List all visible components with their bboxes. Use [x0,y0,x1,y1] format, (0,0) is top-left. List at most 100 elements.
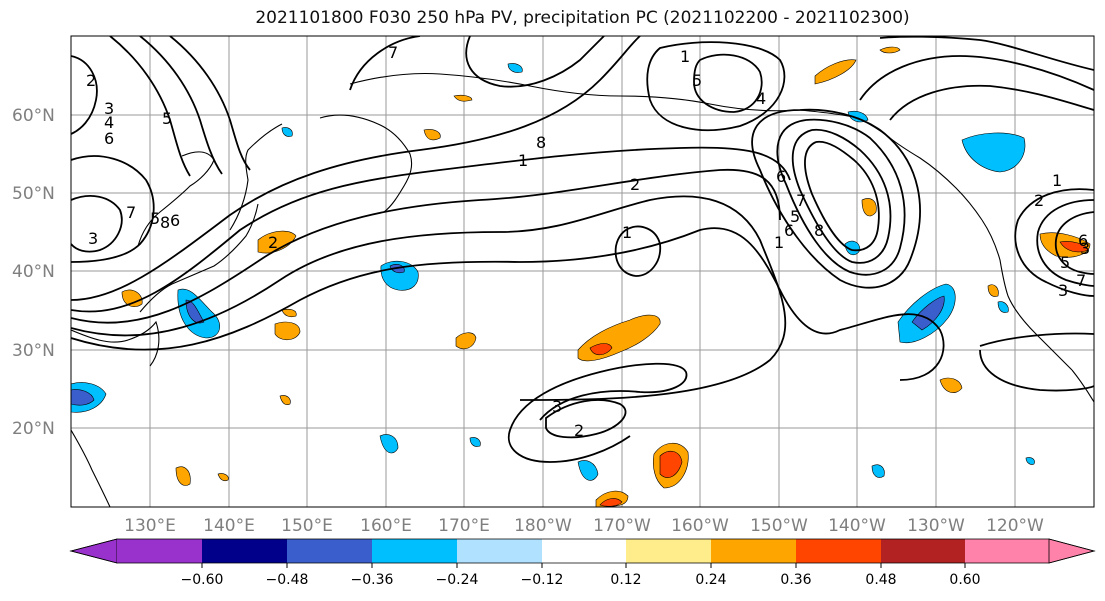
colorbar-tick-label: 0.24 [695,572,726,588]
colorbar-swatch [965,539,1049,563]
precip-blob-pos [861,198,877,217]
colorbar-tick-label: −0.36 [351,572,394,588]
contour-label: 7 [796,191,806,210]
contour-label: 5 [162,109,172,128]
contour-label: 7 [1076,271,1086,290]
contour-label: 3 [1080,239,1090,258]
colorbar-swatch [711,539,796,563]
precip-blob-neg [997,301,1009,313]
precip-blob-pos [175,466,191,486]
contour-label: 3 [552,397,562,416]
precip-blob-neg [961,132,1026,173]
colorbar-tick-label: 0.12 [610,572,641,588]
lon-label: 130°E [124,516,176,536]
precip-blob-neg [281,127,293,137]
colorbar-swatch [796,539,881,563]
contour-label: 3 [104,99,114,118]
precip-blob-neg [185,299,205,324]
lon-label: 170°W [593,516,651,536]
colorbar-tick-label: 0.48 [865,572,896,588]
precip-blob-neg [507,63,523,73]
contour-label: 5 [790,207,800,226]
colorbar-swatch [117,539,202,563]
contour-label: 3 [1058,281,1068,300]
lon-label: 150°E [281,516,333,536]
lon-label: 120°W [986,516,1044,536]
lat-labels: 60°N 50°N 40°N 30°N 20°N [12,106,55,439]
contour-label: 5 [692,71,702,90]
precip-blob-neg [1025,457,1035,465]
precip-blob-pos [455,332,477,350]
precip-blob-pos [939,377,963,393]
precip-shading [71,46,1091,507]
contour-label: 7 [388,43,398,62]
precip-blob-pos [281,308,297,318]
precip-blob-pos [599,498,623,507]
lon-label: 130°W [907,516,965,536]
precip-blob-pos [217,473,229,482]
lon-label: 140°E [203,516,255,536]
precip-blob-pos [987,284,999,297]
contour-label: 8 [814,221,824,240]
colorbar-swatch [881,539,965,563]
contour-label: 1 [622,223,632,242]
contour-label: 2 [574,421,584,440]
precip-blob-pos [121,289,143,307]
lat-label: 20°N [12,419,55,439]
precip-blob-neg [847,110,869,123]
precip-blob-pos [1059,241,1089,253]
colorbar-tick-label: −0.12 [521,572,564,588]
contour-label: 7 [126,203,136,222]
lon-label: 160°E [360,516,412,536]
colorbar-tick-label: −0.60 [181,572,224,588]
colorbar-swatch [1048,538,1096,564]
contour-label: 1 [680,47,690,66]
contour-label: 1 [518,151,528,170]
precip-blob-pos [879,46,901,54]
map-title: 2021101800 F030 250 hPa PV, precipitatio… [255,8,910,28]
contour-label: 2 [86,71,96,90]
contour-label: 4 [756,89,766,108]
pv-contours [71,36,1094,463]
colorbar-swatch [457,539,542,563]
colorbar-swatch [287,539,372,563]
precip-blob-neg [379,434,399,454]
contour-label: 6 [776,167,786,186]
contour-label: 2 [1034,191,1044,210]
precip-blob-neg [469,437,481,447]
colorbar-swatch [202,539,287,563]
lat-label: 40°N [12,262,55,282]
precip-blob-pos [257,230,297,254]
lon-label: 160°W [671,516,729,536]
colorbar-tick-label: −0.48 [266,572,309,588]
contour-label: 8 [160,213,170,232]
colorbar-tick-label: 0.60 [949,572,980,588]
precip-blob-pos [453,94,473,102]
lon-labels: 130°E 140°E 150°E 160°E 170°E 180°W 170°… [124,516,1044,536]
colorbar-swatch [69,538,118,564]
precip-blob-neg [871,464,885,478]
lon-label: 140°W [828,516,886,536]
colorbar-tick-label: 0.36 [780,572,811,588]
lon-label: 170°E [438,516,490,536]
precip-blob-pos [423,129,441,141]
precip-blob-pos [279,395,291,406]
lat-label: 50°N [12,184,55,204]
precip-blob-pos [814,59,857,85]
contour-label: 8 [536,133,546,152]
precip-blob-pos [274,321,301,341]
precip-blob-neg [911,295,945,331]
contour-label: 1 [1052,171,1062,190]
precip-blob-pos [589,343,613,356]
contour-label: 5 [1060,253,1070,272]
lon-label: 180°W [514,516,572,536]
contour-label: 2 [630,175,640,194]
contour-label: 6 [170,211,180,230]
contour-label: 1 [774,233,784,252]
contour-label: 4 [104,113,114,132]
contour-label: 6 [1078,231,1088,250]
lat-label: 60°N [12,106,55,126]
colorbar-tick-label: −0.24 [436,572,479,588]
contour-label: 2 [268,233,278,252]
